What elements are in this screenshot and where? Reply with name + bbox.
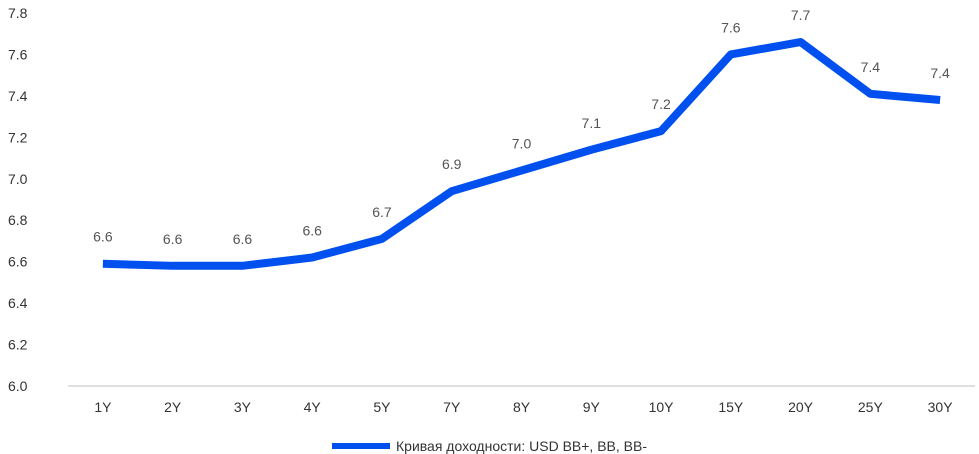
- data-label: 6.6: [233, 231, 253, 247]
- y-axis: 6.0 6.2 6.4 6.6 6.8 7.0 7.2 7.4 7.6 7.8: [8, 5, 28, 394]
- data-label: 7.1: [582, 115, 602, 131]
- yield-curve-chart: 6.0 6.2 6.4 6.6 6.8 7.0 7.2 7.4 7.6 7.8 1Y 2Y 3Y 4Y 5…: [8, 5, 975, 415]
- x-tick-label: 4Y: [304, 399, 322, 415]
- data-label: 7.4: [861, 59, 881, 75]
- y-tick-label: 6.6: [8, 254, 28, 270]
- y-tick-label: 6.2: [8, 337, 28, 353]
- x-tick-label: 1Y: [94, 399, 112, 415]
- y-tick-label: 7.4: [8, 88, 28, 104]
- data-labels: 6.6 6.6 6.6 6.6 6.7 6.9 7.0 7.1 7.2 7.6 7.7 7.4 7.4: [93, 7, 950, 247]
- y-tick-label: 6.8: [8, 212, 28, 228]
- data-label: 7.6: [721, 19, 741, 35]
- x-tick-label: 25Y: [858, 399, 884, 415]
- y-tick-label: 7.8: [8, 5, 28, 21]
- data-label: 6.9: [442, 156, 462, 172]
- y-tick-label: 7.2: [8, 129, 28, 145]
- x-tick-label: 5Y: [373, 399, 391, 415]
- data-label: 6.7: [372, 204, 392, 220]
- data-label: 6.6: [93, 229, 113, 245]
- y-tick-label: 6.0: [8, 378, 28, 394]
- x-tick-label: 10Y: [649, 399, 675, 415]
- legend: Кривая доходности: USD BB+, BB, BB-: [0, 436, 979, 454]
- x-tick-label: 30Y: [928, 399, 954, 415]
- x-tick-label: 15Y: [718, 399, 744, 415]
- x-tick-label: 20Y: [788, 399, 814, 415]
- x-tick-label: 8Y: [513, 399, 531, 415]
- x-tick-label: 9Y: [583, 399, 601, 415]
- y-tick-label: 7.6: [8, 46, 28, 62]
- data-label: 7.2: [651, 96, 671, 112]
- x-tick-label: 2Y: [164, 399, 182, 415]
- data-label: 6.6: [163, 231, 183, 247]
- data-label: 7.4: [930, 65, 950, 81]
- data-label: 6.6: [302, 223, 322, 239]
- x-tick-label: 7Y: [443, 399, 461, 415]
- series-line-yield-curve: [102, 38, 941, 270]
- data-label: 7.7: [791, 7, 811, 23]
- legend-label: Кривая доходности: USD BB+, BB, BB-: [396, 438, 647, 454]
- x-axis: 1Y 2Y 3Y 4Y 5Y 7Y 8Y 9Y 10Y 15Y 20Y 25Y 30Y: [94, 399, 953, 415]
- legend-swatch: [332, 443, 390, 449]
- data-label: 7.0: [512, 135, 532, 151]
- y-tick-label: 6.4: [8, 295, 28, 311]
- y-tick-label: 7.0: [8, 171, 28, 187]
- x-tick-label: 3Y: [234, 399, 252, 415]
